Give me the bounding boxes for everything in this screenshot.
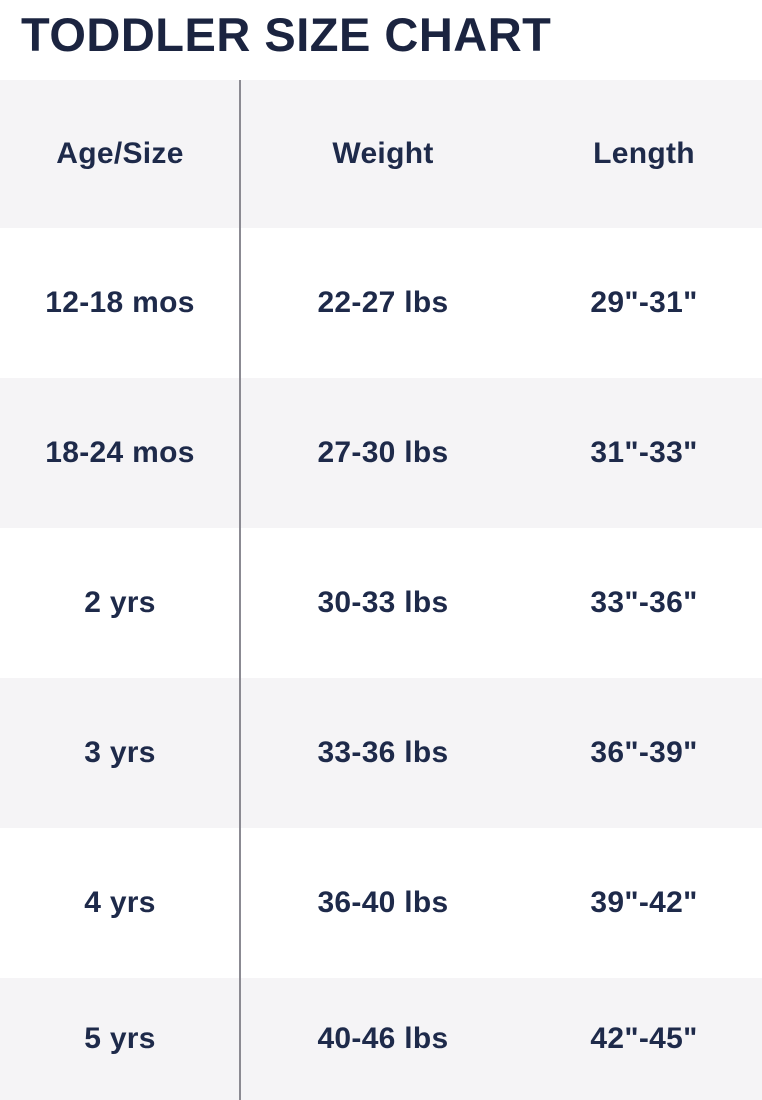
column-header-length: Length: [593, 137, 695, 170]
cell-age-size: 3 yrs: [84, 736, 156, 769]
cell-age-size: 12-18 mos: [45, 286, 195, 319]
column-divider: [239, 80, 241, 1100]
cell-weight: 30-33 lbs: [317, 586, 449, 619]
cell-weight: 22-27 lbs: [317, 286, 449, 319]
table-row: 4 yrs 36-40 lbs 39"-42": [0, 828, 762, 978]
cell-weight: 27-30 lbs: [317, 436, 449, 469]
table-row: 2 yrs 30-33 lbs 33"-36": [0, 528, 762, 678]
cell-weight: 40-46 lbs: [317, 1022, 449, 1055]
table-row: 5 yrs 40-46 lbs 42"-45": [0, 978, 762, 1100]
title-bar: TODDLER SIZE CHART: [0, 0, 762, 80]
cell-length: 31"-33": [590, 436, 698, 469]
cell-length: 39"-42": [590, 886, 698, 919]
column-header-age-size: Age/Size: [56, 137, 184, 170]
cell-age-size: 2 yrs: [84, 586, 156, 619]
table-header-row: Age/Size Weight Length: [0, 80, 762, 228]
page-title: TODDLER SIZE CHART: [21, 8, 552, 61]
column-header-weight: Weight: [332, 137, 434, 170]
cell-age-size: 5 yrs: [84, 1022, 156, 1055]
cell-length: 42"-45": [590, 1022, 698, 1055]
size-chart-table: Age/Size Weight Length 12-18 mos 22-27 l…: [0, 80, 762, 1100]
cell-age-size: 4 yrs: [84, 886, 156, 919]
cell-weight: 36-40 lbs: [317, 886, 449, 919]
cell-length: 33"-36": [590, 586, 698, 619]
cell-weight: 33-36 lbs: [317, 736, 449, 769]
cell-age-size: 18-24 mos: [45, 436, 195, 469]
cell-length: 29"-31": [590, 286, 698, 319]
cell-length: 36"-39": [590, 736, 698, 769]
table-row: 18-24 mos 27-30 lbs 31"-33": [0, 378, 762, 528]
table-row: 12-18 mos 22-27 lbs 29"-31": [0, 228, 762, 378]
table-row: 3 yrs 33-36 lbs 36"-39": [0, 678, 762, 828]
